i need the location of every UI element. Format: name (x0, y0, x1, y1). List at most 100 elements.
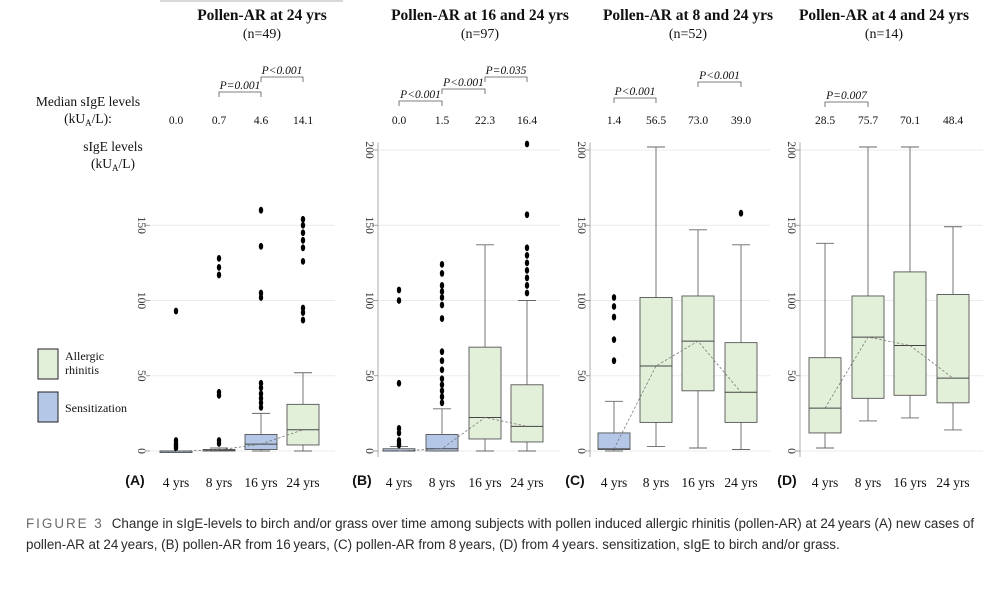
y-tick-label: 150 (363, 217, 375, 235)
x-tick-label: 24 yrs (724, 475, 757, 490)
chart-title: Pollen-AR at 4 and 24 yrs (799, 7, 969, 24)
median-value-label: 16.4 (517, 115, 537, 127)
box-8-yrs (639, 146, 673, 447)
box-8-yrs (425, 260, 459, 452)
outlier-point (216, 271, 222, 279)
outlier-point (173, 437, 179, 444)
legend-label: rhinitis (65, 363, 99, 377)
chart-panel-b: Pollen-AR at 16 and 24 yrs (n=97) 0 50 100 15… (352, 7, 569, 490)
outlier-point (439, 393, 445, 401)
chart-title: Pollen-AR at 8 and 24 yrs (603, 7, 773, 24)
median-label-line2: (kUA/L): (64, 111, 112, 128)
outlier-point (396, 379, 402, 387)
chart-title: Pollen-AR at 24 yrs (197, 7, 327, 24)
outlier-point (439, 357, 445, 365)
box-24-yrs (936, 226, 970, 431)
significance-bracket (218, 91, 262, 97)
box-iqr (851, 295, 885, 399)
box-iqr (244, 433, 278, 450)
y-tick-label: 50 (785, 370, 797, 382)
box-iqr (510, 384, 544, 443)
outlier-point (524, 282, 530, 289)
y-tick-label: 50 (135, 370, 147, 382)
outlier-point (524, 259, 530, 267)
median-value-label: 73.0 (688, 115, 708, 127)
outlier-point (439, 282, 445, 289)
median-value-label: 0.0 (169, 115, 184, 127)
x-tick-label: 24 yrs (510, 475, 543, 490)
box-4-yrs (382, 286, 416, 452)
box-16-yrs (681, 229, 715, 449)
x-tick-label: 8 yrs (855, 475, 882, 490)
legend-label: Sensitization (65, 401, 127, 415)
outlier-point (258, 379, 264, 387)
box-16-yrs (893, 146, 927, 419)
median-value-label: 75.7 (858, 115, 878, 127)
median-value-label: 4.6 (254, 115, 269, 127)
median-value-label: 0.7 (212, 115, 227, 127)
y-tick-label: 200 (363, 141, 375, 159)
y-tick-label: 200 (575, 141, 587, 159)
outlier-point (300, 316, 306, 324)
significance-bracket (697, 81, 742, 87)
outlier-point (396, 437, 402, 444)
box-iqr (936, 294, 970, 404)
caption-label: FIGURE 3 (26, 516, 104, 531)
significance-label: P<0.001 (399, 89, 441, 101)
box-8-yrs (851, 146, 885, 422)
significance-label: P<0.001 (261, 65, 303, 77)
y-tick-label: 0 (785, 448, 797, 454)
outlier-point (524, 267, 530, 274)
x-tick-label: 4 yrs (812, 475, 839, 490)
outlier-point (439, 348, 445, 356)
panel-letter: (B) (352, 472, 371, 488)
median-value-label: 56.5 (646, 115, 666, 127)
caption-text: Change in sIgE-levels to birch and/or gr… (26, 516, 975, 552)
x-tick-label: 16 yrs (244, 475, 277, 490)
outlier-point (439, 260, 445, 268)
outlier-point (300, 215, 306, 223)
outlier-point (439, 387, 445, 395)
y-tick-label: 150 (135, 217, 147, 235)
outlier-point (258, 242, 264, 250)
median-value-label: 70.1 (900, 115, 920, 127)
outlier-point (396, 297, 402, 304)
outlier-point (439, 294, 445, 301)
significance-label: P=0.035 (485, 65, 527, 77)
outlier-point (258, 289, 264, 297)
box-iqr (808, 357, 842, 434)
median-trend-line (613, 340, 742, 450)
median-value-label: 22.3 (475, 115, 495, 127)
outlier-point (611, 294, 617, 301)
outlier-point (738, 209, 744, 217)
x-tick-label: 4 yrs (163, 475, 190, 490)
chart-panel-d: Pollen-AR at 4 and 24 yrs (n=14) 0 50 100 150… (777, 7, 983, 490)
significance-bracket (441, 88, 486, 94)
median-trend-line (175, 429, 304, 452)
outlier-point (396, 286, 402, 294)
y-tick-label: 0 (363, 448, 375, 454)
median-value-label: 14.1 (293, 115, 313, 127)
figure-panels: Median sIgE levels (kUA/L): sIgE levels … (36, 0, 983, 490)
outlier-point (300, 229, 306, 237)
y-tick-label: 50 (575, 370, 587, 382)
x-tick-label: 16 yrs (681, 475, 714, 490)
median-value-label: 28.5 (815, 115, 835, 127)
chart-subtitle: (n=49) (243, 27, 282, 42)
x-tick-label: 24 yrs (936, 475, 969, 490)
chart-subtitle: (n=14) (865, 27, 904, 42)
significance-label: P<0.001 (614, 86, 656, 98)
outlier-point (216, 254, 222, 262)
significance-label: P<0.001 (698, 70, 740, 82)
box-24-yrs (510, 140, 544, 452)
y-tick-label: 100 (575, 292, 587, 310)
significance-bracket (398, 100, 443, 106)
x-tick-label: 4 yrs (601, 475, 628, 490)
y-tick-label: 0 (135, 448, 147, 454)
median-value-label: 1.4 (607, 115, 622, 127)
outlier-point (611, 357, 617, 365)
box-4-yrs (159, 307, 193, 453)
significance-bracket (260, 76, 304, 82)
box-iqr (893, 271, 927, 396)
